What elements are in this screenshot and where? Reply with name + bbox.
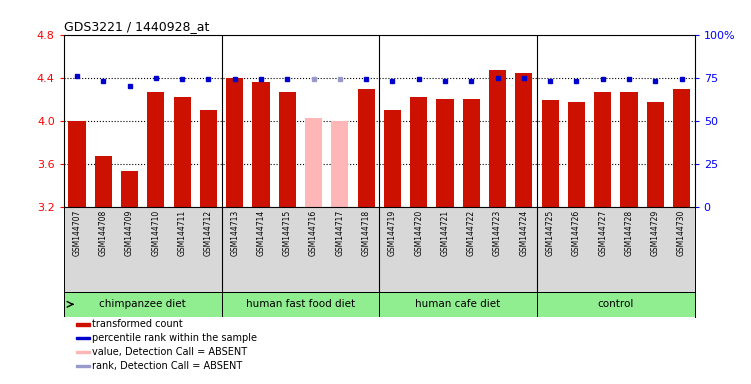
Bar — [568, 101, 585, 207]
Text: GSM144716: GSM144716 — [309, 210, 318, 256]
Bar — [410, 97, 427, 207]
Bar — [77, 351, 89, 353]
Text: GSM144717: GSM144717 — [336, 210, 344, 256]
Bar — [200, 110, 217, 207]
Text: GSM144724: GSM144724 — [520, 210, 528, 256]
Bar — [77, 337, 89, 339]
Text: GSM144722: GSM144722 — [467, 210, 475, 256]
Bar — [95, 156, 112, 207]
Bar — [147, 92, 164, 207]
Text: GSM144707: GSM144707 — [73, 210, 81, 256]
Bar — [515, 73, 532, 207]
Text: GSM144727: GSM144727 — [599, 210, 607, 256]
Text: GDS3221 / 1440928_at: GDS3221 / 1440928_at — [64, 20, 210, 33]
Text: transformed count: transformed count — [92, 319, 182, 329]
Text: GSM144715: GSM144715 — [283, 210, 291, 256]
Text: value, Detection Call = ABSENT: value, Detection Call = ABSENT — [92, 347, 247, 357]
Bar — [541, 101, 559, 207]
Bar — [647, 101, 664, 207]
Bar — [64, 292, 222, 317]
Bar — [489, 70, 506, 207]
Text: control: control — [598, 299, 634, 310]
Text: GSM144721: GSM144721 — [441, 210, 449, 256]
Bar — [173, 97, 191, 207]
Text: rank, Detection Call = ABSENT: rank, Detection Call = ABSENT — [92, 361, 242, 371]
Text: GSM144719: GSM144719 — [388, 210, 397, 256]
Bar — [252, 82, 270, 207]
Bar — [305, 118, 322, 207]
Bar — [379, 292, 537, 317]
Bar — [594, 92, 611, 207]
Bar — [331, 121, 348, 207]
Text: GSM144714: GSM144714 — [257, 210, 265, 256]
Bar — [226, 78, 243, 207]
Text: GSM144723: GSM144723 — [493, 210, 502, 256]
Text: GSM144710: GSM144710 — [152, 210, 160, 256]
Text: GSM144726: GSM144726 — [572, 210, 581, 256]
Text: human cafe diet: human cafe diet — [415, 299, 501, 310]
Bar — [121, 170, 138, 207]
Text: GSM144713: GSM144713 — [231, 210, 239, 256]
Bar — [357, 89, 375, 207]
Text: GSM144729: GSM144729 — [651, 210, 659, 256]
Text: GSM144708: GSM144708 — [99, 210, 107, 256]
Text: GSM144711: GSM144711 — [178, 210, 186, 256]
Text: GSM144709: GSM144709 — [125, 210, 134, 256]
Bar — [279, 92, 296, 207]
Bar — [77, 365, 89, 367]
Bar — [463, 99, 480, 207]
Text: GSM144730: GSM144730 — [677, 210, 686, 256]
Bar — [436, 99, 454, 207]
Bar — [222, 292, 379, 317]
Text: human fast food diet: human fast food diet — [246, 299, 355, 310]
Bar — [673, 89, 690, 207]
Bar — [77, 323, 89, 326]
Text: chimpanzee diet: chimpanzee diet — [99, 299, 186, 310]
Text: GSM144725: GSM144725 — [546, 210, 554, 256]
Text: GSM144712: GSM144712 — [204, 210, 213, 256]
Text: percentile rank within the sample: percentile rank within the sample — [92, 333, 257, 343]
Text: GSM144728: GSM144728 — [625, 210, 633, 256]
Text: GSM144720: GSM144720 — [415, 210, 423, 256]
Bar — [384, 110, 401, 207]
Bar — [537, 292, 695, 317]
Bar — [68, 121, 86, 207]
Text: GSM144718: GSM144718 — [362, 210, 370, 256]
Bar — [620, 92, 638, 207]
